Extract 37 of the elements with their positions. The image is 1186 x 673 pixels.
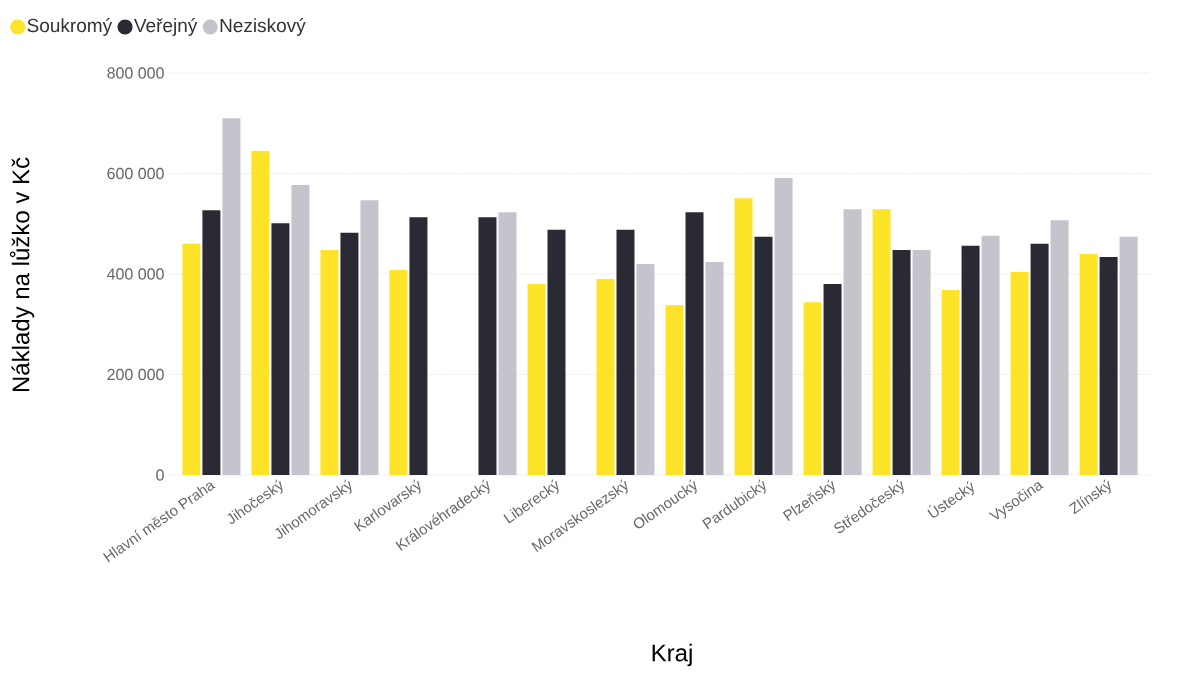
bar <box>389 269 408 475</box>
legend-label: Neziskový <box>220 18 306 36</box>
bar <box>754 236 773 475</box>
bar <box>320 249 339 475</box>
bar <box>182 243 201 475</box>
bar <box>271 223 290 475</box>
y-tick-label: 400 000 <box>106 268 164 280</box>
bar <box>941 290 960 475</box>
bar <box>803 302 822 475</box>
bar <box>202 210 221 475</box>
y-tick-label: 800 000 <box>107 67 164 79</box>
bar <box>1010 271 1029 475</box>
bar <box>685 212 704 475</box>
bar <box>961 245 980 475</box>
y-tick-label: 600 000 <box>107 167 164 180</box>
bar <box>1079 253 1098 475</box>
bar <box>478 217 497 475</box>
bar <box>340 232 359 475</box>
bar <box>616 229 635 475</box>
y-tick-label: 0 <box>156 469 164 481</box>
bar <box>547 229 566 475</box>
y-tick-label: 200 000 <box>107 368 164 381</box>
bar <box>1099 256 1118 475</box>
bar <box>734 198 753 475</box>
bar <box>251 150 270 475</box>
bar <box>527 284 546 475</box>
bar <box>409 217 428 475</box>
y-axis-title: Náklady na lůžko v Kč <box>9 157 35 392</box>
bar <box>872 209 891 475</box>
x-axis-title: Kraj <box>652 643 692 667</box>
bar <box>1030 243 1049 475</box>
bar <box>596 279 615 475</box>
bar <box>823 284 842 475</box>
legend-label: Soukromý <box>27 18 113 36</box>
bar <box>665 305 684 475</box>
bar <box>892 249 911 475</box>
legend-label: Veřejný <box>134 18 198 36</box>
